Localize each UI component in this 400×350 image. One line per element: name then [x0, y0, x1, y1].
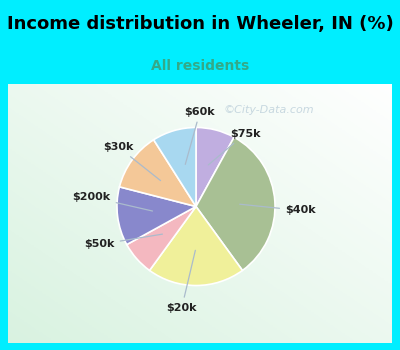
Wedge shape: [196, 127, 234, 206]
Wedge shape: [117, 187, 196, 245]
Wedge shape: [150, 206, 242, 286]
Text: $30k: $30k: [103, 142, 160, 181]
Text: $50k: $50k: [84, 234, 162, 250]
Text: $75k: $75k: [208, 129, 260, 165]
Text: ©City-Data.com: ©City-Data.com: [224, 105, 314, 115]
Text: $200k: $200k: [73, 192, 152, 211]
Text: $20k: $20k: [166, 250, 197, 313]
Wedge shape: [196, 137, 275, 271]
Wedge shape: [127, 206, 196, 271]
Text: All residents: All residents: [151, 58, 249, 72]
Wedge shape: [154, 127, 196, 206]
Wedge shape: [120, 140, 196, 206]
Text: Income distribution in Wheeler, IN (%): Income distribution in Wheeler, IN (%): [7, 14, 393, 33]
Text: $60k: $60k: [185, 107, 215, 164]
Text: $40k: $40k: [240, 204, 316, 216]
